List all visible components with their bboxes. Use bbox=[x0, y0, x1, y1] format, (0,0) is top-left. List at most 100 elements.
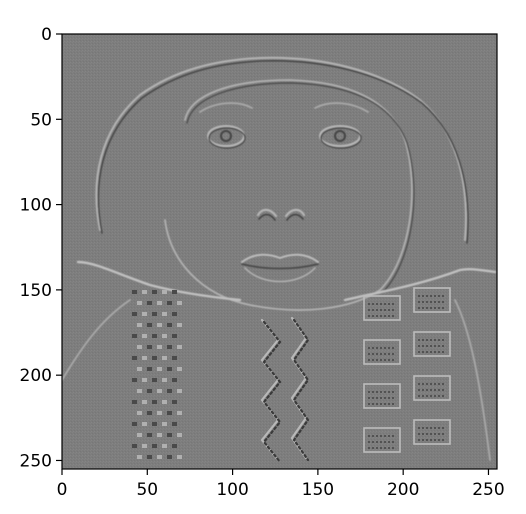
y-tick-label: 0 bbox=[41, 25, 52, 45]
right-eye-shadow bbox=[320, 127, 362, 149]
knit-stitch bbox=[157, 389, 162, 393]
knit-stitch bbox=[177, 323, 182, 327]
knit-stitch bbox=[162, 378, 167, 382]
left-brow bbox=[199, 102, 253, 113]
x-tick-label: 250 bbox=[472, 480, 504, 500]
axes-frame bbox=[61, 33, 498, 470]
knit-stitch bbox=[152, 444, 157, 448]
knit-stitch bbox=[132, 378, 137, 382]
knit-stitch bbox=[132, 334, 137, 338]
knit-stitch bbox=[157, 411, 162, 415]
y-tick-label: 150 bbox=[20, 281, 52, 301]
hood-outline-shadow bbox=[97, 60, 469, 244]
lower-lip bbox=[244, 267, 316, 283]
knit-stitch bbox=[132, 400, 137, 404]
knit-stitch bbox=[137, 323, 142, 327]
knit-stitch bbox=[142, 356, 147, 360]
knit-block-lines bbox=[418, 339, 446, 353]
knit-stitch bbox=[172, 356, 177, 360]
knit-stitch bbox=[157, 367, 162, 371]
knit-stitch bbox=[177, 455, 182, 459]
x-tick-label: 0 bbox=[57, 480, 68, 500]
knit-stitch bbox=[177, 367, 182, 371]
upper-lip bbox=[241, 253, 319, 263]
x-tick-label: 150 bbox=[302, 480, 334, 500]
knit-stitch bbox=[157, 323, 162, 327]
knit-stitch bbox=[172, 290, 177, 294]
shoulder-left bbox=[62, 299, 131, 381]
knit-stitch bbox=[172, 312, 177, 316]
knit-stitch bbox=[177, 389, 182, 393]
right-pupil bbox=[334, 130, 346, 142]
knit-stitch bbox=[177, 411, 182, 415]
knit-stitch bbox=[142, 444, 147, 448]
knit-stitch bbox=[167, 301, 172, 305]
x-tick-label: 50 bbox=[136, 480, 158, 500]
knit-stitch bbox=[162, 422, 167, 426]
knit-stitch bbox=[132, 312, 137, 316]
knit-blocks-right bbox=[363, 287, 451, 453]
knit-stitch bbox=[137, 411, 142, 415]
knit-stitch bbox=[167, 389, 172, 393]
knit-stitch bbox=[137, 389, 142, 393]
knit-stitch bbox=[147, 367, 152, 371]
knit-stitch bbox=[147, 389, 152, 393]
knit-stitch bbox=[177, 433, 182, 437]
knit-stitch bbox=[137, 301, 142, 305]
knit-stitch bbox=[147, 411, 152, 415]
knit-stitch bbox=[152, 334, 157, 338]
knit-stitch bbox=[162, 356, 167, 360]
knit-stitch bbox=[137, 455, 142, 459]
knit-stitch bbox=[167, 323, 172, 327]
knit-stitch bbox=[157, 455, 162, 459]
left-pupil bbox=[220, 130, 232, 142]
x-tick-label: 100 bbox=[216, 480, 248, 500]
shoulder-right bbox=[454, 299, 491, 461]
knit-stitch bbox=[167, 433, 172, 437]
knit-stitch bbox=[167, 455, 172, 459]
knit-stitch bbox=[142, 400, 147, 404]
knit-stitch bbox=[167, 411, 172, 415]
image-background bbox=[62, 34, 497, 469]
knit-block-lines bbox=[368, 391, 396, 405]
y-axis: 0 50 100 150 200 250 bbox=[20, 25, 62, 471]
knit-stitch bbox=[137, 367, 142, 371]
x-axis: 0 50 100 150 200 250 bbox=[57, 469, 505, 500]
knit-stitch bbox=[162, 400, 167, 404]
knit-stitch bbox=[172, 378, 177, 382]
knit-stitch bbox=[142, 334, 147, 338]
cable-pattern-center bbox=[260, 316, 310, 464]
knit-stitch bbox=[162, 312, 167, 316]
collar-left bbox=[76, 260, 242, 302]
knit-stitch bbox=[162, 290, 167, 294]
knit-stitch bbox=[157, 433, 162, 437]
collar-right bbox=[343, 267, 497, 302]
knit-stitch bbox=[152, 378, 157, 382]
knit-stitch bbox=[152, 356, 157, 360]
knit-block bbox=[413, 287, 451, 313]
knit-stitch bbox=[172, 422, 177, 426]
knit-stitch bbox=[172, 334, 177, 338]
knit-stitch bbox=[157, 345, 162, 349]
knit-stitch bbox=[172, 444, 177, 448]
knit-stitch bbox=[147, 455, 152, 459]
face-outline-highlight bbox=[164, 79, 413, 311]
image-area bbox=[62, 34, 497, 469]
y-tick-label: 250 bbox=[20, 451, 52, 471]
knit-stitch bbox=[142, 290, 147, 294]
knit-stitch bbox=[142, 422, 147, 426]
knit-stitch bbox=[147, 301, 152, 305]
knit-stitch bbox=[142, 312, 147, 316]
knit-block-lines bbox=[418, 427, 446, 441]
y-tick-label: 50 bbox=[30, 110, 52, 130]
knit-stitch bbox=[167, 345, 172, 349]
knit-stitch bbox=[157, 301, 162, 305]
lip-line bbox=[241, 263, 319, 270]
knit-stitch bbox=[152, 400, 157, 404]
knit-stitch bbox=[147, 433, 152, 437]
knit-stitch bbox=[132, 422, 137, 426]
knit-block-lines bbox=[418, 295, 446, 309]
knit-block bbox=[363, 339, 401, 365]
left-eye-shadow bbox=[208, 127, 246, 149]
knit-stitch bbox=[147, 323, 152, 327]
